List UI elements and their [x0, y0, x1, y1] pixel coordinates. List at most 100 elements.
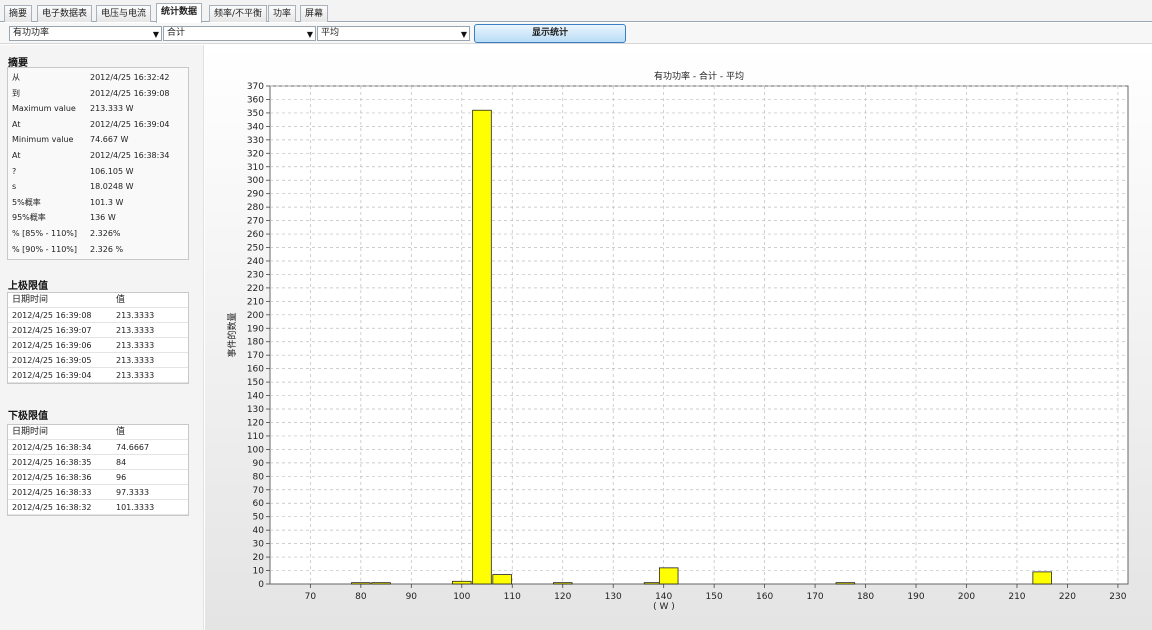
- y-tick-label: 80: [253, 472, 265, 482]
- mode-select-value: 平均: [321, 28, 340, 38]
- chevron-down-icon: ▼: [152, 30, 159, 39]
- cell-datetime: 2012/4/25 16:38:34: [12, 443, 92, 452]
- column-header-value[interactable]: 值: [116, 295, 126, 305]
- summary-row: % [85% - 110%] 2.326%: [8, 227, 188, 241]
- upper-limits-table: 日期时间值 2012/4/25 16:39:08 213.3333 2012/4/25…: [7, 292, 189, 384]
- summary-row: Maximum value 213.333 W: [8, 102, 188, 116]
- chevron-down-icon: ▼: [460, 30, 467, 39]
- histogram-bar[interactable]: [472, 109, 492, 585]
- table-row[interactable]: 2012/4/25 16:39:07 213.3333: [8, 323, 188, 338]
- summary-row: 95%概率 136 W: [8, 211, 188, 225]
- column-header-datetime[interactable]: 日期时间: [12, 427, 49, 437]
- table-row[interactable]: 2012/4/25 16:39:04 213.3333: [8, 368, 188, 383]
- y-tick-label: 310: [247, 163, 264, 173]
- tab-frequency-unbalance[interactable]: 频率/不平衡: [209, 5, 268, 22]
- cell-datetime: 2012/4/25 16:39:05: [12, 356, 92, 365]
- cell-datetime: 2012/4/25 16:38:35: [12, 458, 92, 467]
- tab-spreadsheet[interactable]: 电子数据表: [37, 5, 93, 22]
- mode-select[interactable]: 平均 ▼: [317, 26, 470, 41]
- y-tick-label: 330: [247, 136, 264, 146]
- x-tick-label: 110: [504, 592, 521, 602]
- y-tick-label: 350: [247, 109, 264, 119]
- tab-voltage-current[interactable]: 电压与电流: [96, 5, 152, 22]
- table-row[interactable]: 2012/4/25 16:38:35 84: [8, 455, 188, 470]
- cell-datetime: 2012/4/25 16:39:04: [12, 371, 92, 380]
- toolbar: 有功功率 ▼ 合计 ▼ 平均 ▼ 显示统计: [0, 23, 1152, 44]
- x-tick-label: 140: [655, 592, 672, 602]
- cell-datetime: 2012/4/25 16:39:08: [12, 311, 92, 320]
- histogram-bar[interactable]: [835, 582, 856, 585]
- summary-row: s 18.0248 W: [8, 180, 188, 194]
- table-row[interactable]: 2012/4/25 16:38:34 74.6667: [8, 440, 188, 455]
- table-row[interactable]: 2012/4/25 16:38:36 96: [8, 470, 188, 485]
- tab-screen[interactable]: 屏幕: [300, 5, 329, 22]
- summary-value: 101.3 W: [90, 197, 124, 207]
- histogram-bar[interactable]: [452, 580, 472, 585]
- cell-value: 84: [116, 458, 127, 467]
- summary-row: 从 2012/4/25 16:32:42: [8, 71, 188, 85]
- histogram-bar[interactable]: [1032, 571, 1052, 585]
- phase-select[interactable]: 合计 ▼: [163, 26, 316, 41]
- chevron-down-icon: ▼: [306, 30, 313, 39]
- cell-datetime: 2012/4/25 16:38:36: [12, 473, 92, 482]
- cell-value: 213.3333: [116, 371, 155, 380]
- plot-area: [269, 85, 1129, 585]
- y-tick-label: 320: [247, 149, 264, 159]
- tab-summary[interactable]: 摘要: [4, 5, 33, 22]
- summary-key: At: [12, 119, 21, 129]
- summary-row: 到 2012/4/25 16:39:08: [8, 87, 188, 101]
- x-tick-label: 100: [453, 592, 470, 602]
- summary-value: 74.667 W: [90, 135, 129, 145]
- histogram-svg: 0 10 20 30 40 50 60 70 80 90 100 110 120 130 140 150 160…: [205, 45, 1152, 630]
- summary-title: 摘要: [8, 58, 28, 69]
- histogram-bar[interactable]: [371, 582, 391, 585]
- cell-value: 213.3333: [116, 356, 155, 365]
- histogram-bar[interactable]: [351, 582, 371, 585]
- upper-limits-title: 上极限值: [8, 281, 48, 292]
- y-tick-label: 250: [247, 244, 264, 254]
- table-row[interactable]: 2012/4/25 16:39:08 213.3333: [8, 308, 188, 323]
- x-tick-label: 200: [958, 592, 975, 602]
- parameter-select[interactable]: 有功功率 ▼: [9, 26, 162, 41]
- show-statistics-button[interactable]: 显示统计: [474, 24, 626, 43]
- summary-key: ?: [12, 166, 17, 176]
- summary-row: ? 106.105 W: [8, 165, 188, 179]
- histogram-chart: 0 10 20 30 40 50 60 70 80 90 100 110 120 130 140 150 160…: [205, 45, 1152, 630]
- y-tick-label: 160: [247, 365, 264, 375]
- table-row[interactable]: 2012/4/25 16:39:06 213.3333: [8, 338, 188, 353]
- tab-power[interactable]: 功率: [268, 5, 297, 22]
- tab-statistics[interactable]: 统计数据: [156, 3, 203, 23]
- x-tick-label: 220: [1059, 592, 1076, 602]
- column-header-value[interactable]: 值: [116, 427, 126, 437]
- table-row[interactable]: 2012/4/25 16:38:33 97.3333: [8, 485, 188, 500]
- histogram-bar[interactable]: [492, 574, 512, 585]
- cell-value: 97.3333: [116, 488, 150, 497]
- y-tick-label: 290: [247, 190, 264, 200]
- x-tick-label: 170: [806, 592, 823, 602]
- x-axis-label: ( W ): [653, 602, 675, 612]
- summary-value: 2012/4/25 16:32:42: [90, 73, 170, 82]
- x-tick-label: 70: [305, 592, 317, 602]
- summary-value: 2012/4/25 16:38:34: [90, 151, 170, 160]
- summary-key: At: [12, 151, 21, 160]
- x-tick-label: 90: [406, 592, 418, 602]
- y-tick-label: 10: [253, 567, 265, 577]
- x-tick-label: 80: [355, 592, 367, 602]
- y-tick-label: 200: [247, 311, 264, 321]
- y-tick-label: 30: [253, 540, 265, 550]
- histogram-bar[interactable]: [658, 567, 679, 585]
- summary-key: 到: [12, 88, 20, 98]
- cell-value: 213.3333: [116, 341, 155, 350]
- y-tick-label: 300: [247, 176, 264, 186]
- y-tick-label: 40: [253, 526, 265, 536]
- table-row[interactable]: 2012/4/25 16:39:05 213.3333: [8, 353, 188, 368]
- table-row[interactable]: 2012/4/25 16:38:32 101.3333: [8, 500, 188, 515]
- summary-row: At 2012/4/25 16:38:34: [8, 149, 188, 163]
- y-tick-label: 360: [247, 95, 264, 105]
- left-panel: 摘要 从 2012/4/25 16:32:42 到 2012/4/25 16:39:0…: [0, 45, 204, 630]
- column-header-datetime[interactable]: 日期时间: [12, 295, 49, 305]
- summary-value: 2012/4/25 16:39:08: [90, 88, 170, 98]
- histogram-bar[interactable]: [552, 582, 573, 585]
- cell-datetime: 2012/4/25 16:38:33: [12, 488, 92, 497]
- y-tick-label: 50: [253, 513, 265, 523]
